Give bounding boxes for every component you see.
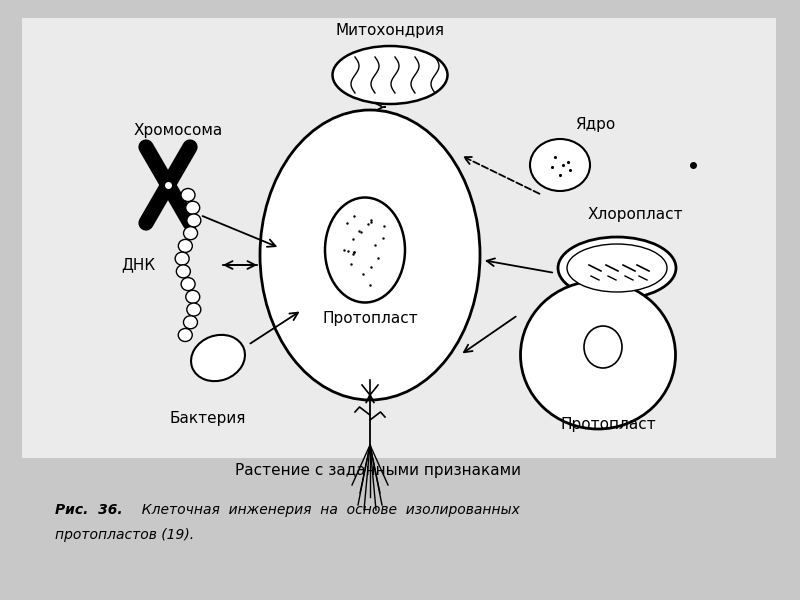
Text: Протопласт: Протопласт bbox=[560, 418, 656, 433]
Ellipse shape bbox=[260, 110, 480, 400]
Text: протопластов (19).: протопластов (19). bbox=[55, 528, 194, 542]
Ellipse shape bbox=[176, 265, 190, 278]
Ellipse shape bbox=[181, 278, 195, 290]
Ellipse shape bbox=[183, 316, 198, 329]
Text: Протопласт: Протопласт bbox=[322, 311, 418, 325]
Ellipse shape bbox=[181, 188, 195, 202]
Ellipse shape bbox=[325, 197, 405, 302]
Text: Клеточная  инженерия  на  основе  изолированных: Клеточная инженерия на основе изолирован… bbox=[133, 503, 520, 517]
Ellipse shape bbox=[178, 329, 192, 341]
Ellipse shape bbox=[175, 252, 189, 265]
Ellipse shape bbox=[187, 303, 201, 316]
Text: Хлоропласт: Хлоропласт bbox=[587, 208, 683, 223]
Ellipse shape bbox=[530, 139, 590, 191]
Text: Рис.  36.: Рис. 36. bbox=[55, 503, 122, 517]
Ellipse shape bbox=[558, 237, 676, 299]
Ellipse shape bbox=[521, 281, 675, 429]
Ellipse shape bbox=[186, 290, 200, 304]
Text: Бактерия: Бактерия bbox=[170, 410, 246, 425]
Ellipse shape bbox=[584, 326, 622, 368]
Ellipse shape bbox=[567, 244, 667, 292]
Ellipse shape bbox=[178, 239, 192, 253]
Ellipse shape bbox=[183, 227, 198, 239]
Ellipse shape bbox=[191, 335, 245, 381]
Text: Растение с заданными признаками: Растение с заданными признаками bbox=[235, 463, 521, 478]
Ellipse shape bbox=[333, 46, 447, 104]
Text: Ядро: Ядро bbox=[575, 118, 615, 133]
Ellipse shape bbox=[187, 214, 201, 227]
Ellipse shape bbox=[186, 201, 200, 214]
Text: ДНК: ДНК bbox=[121, 257, 155, 272]
Text: Митохондрия: Митохондрия bbox=[335, 22, 445, 37]
Text: Хромосома: Хромосома bbox=[134, 122, 222, 137]
FancyBboxPatch shape bbox=[22, 18, 776, 458]
